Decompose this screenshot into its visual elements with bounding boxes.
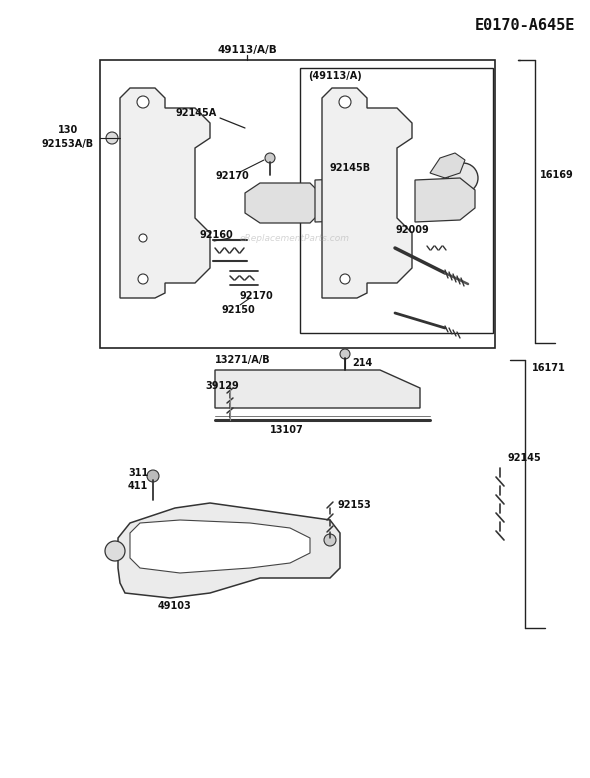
Text: 92145B: 92145B [330,163,371,173]
Circle shape [448,163,478,193]
Circle shape [339,96,351,108]
Text: E0170-A645E: E0170-A645E [474,18,575,33]
Polygon shape [315,178,390,222]
Polygon shape [430,178,465,203]
Bar [100,60,495,348]
Text: 311: 311 [128,468,148,478]
Text: 16171: 16171 [532,363,566,373]
Text: 214: 214 [352,358,372,368]
Text: 92009: 92009 [396,225,430,235]
Text: 13107: 13107 [270,425,304,435]
Polygon shape [245,183,320,223]
Circle shape [105,541,125,561]
Text: (49113/A): (49113/A) [308,71,362,81]
Text: 92160: 92160 [200,230,234,240]
Polygon shape [215,370,420,408]
Polygon shape [430,153,465,178]
Circle shape [328,194,342,208]
Circle shape [137,96,149,108]
Text: 39129: 39129 [205,381,239,391]
Text: 92150: 92150 [222,305,255,315]
Circle shape [139,234,147,242]
Circle shape [340,274,350,284]
Polygon shape [118,503,340,598]
Text: 13271/A/B: 13271/A/B [215,355,271,365]
Circle shape [106,132,118,144]
Text: 92170: 92170 [215,171,249,181]
Text: 92153A/B: 92153A/B [42,139,94,149]
Text: 130: 130 [58,125,78,135]
Polygon shape [415,178,475,222]
Polygon shape [130,520,310,573]
Circle shape [247,185,283,221]
Text: 49113/A/B: 49113/A/B [217,45,277,55]
Circle shape [138,274,148,284]
Text: 92170: 92170 [240,291,274,301]
Circle shape [340,349,350,359]
Circle shape [265,153,275,163]
Text: 92145A: 92145A [175,108,217,118]
Polygon shape [322,88,412,298]
Text: 92153: 92153 [338,500,372,510]
Polygon shape [120,88,210,298]
Text: 16169: 16169 [540,170,573,180]
Text: 411: 411 [128,481,148,491]
Circle shape [147,470,159,482]
Circle shape [324,534,336,546]
Text: 49103: 49103 [158,601,192,611]
Text: 92145: 92145 [508,453,542,463]
Text: eReplacementParts.com: eReplacementParts.com [240,233,350,243]
Bar [300,68,493,333]
